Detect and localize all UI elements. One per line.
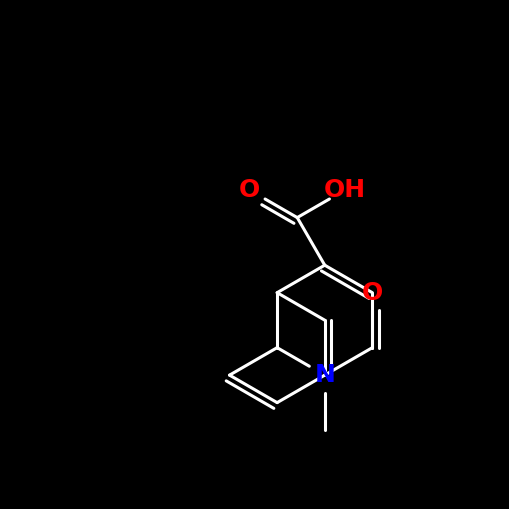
Text: OH: OH	[324, 178, 366, 202]
Text: N: N	[314, 363, 335, 387]
Text: O: O	[239, 178, 260, 202]
Text: O: O	[362, 280, 383, 305]
